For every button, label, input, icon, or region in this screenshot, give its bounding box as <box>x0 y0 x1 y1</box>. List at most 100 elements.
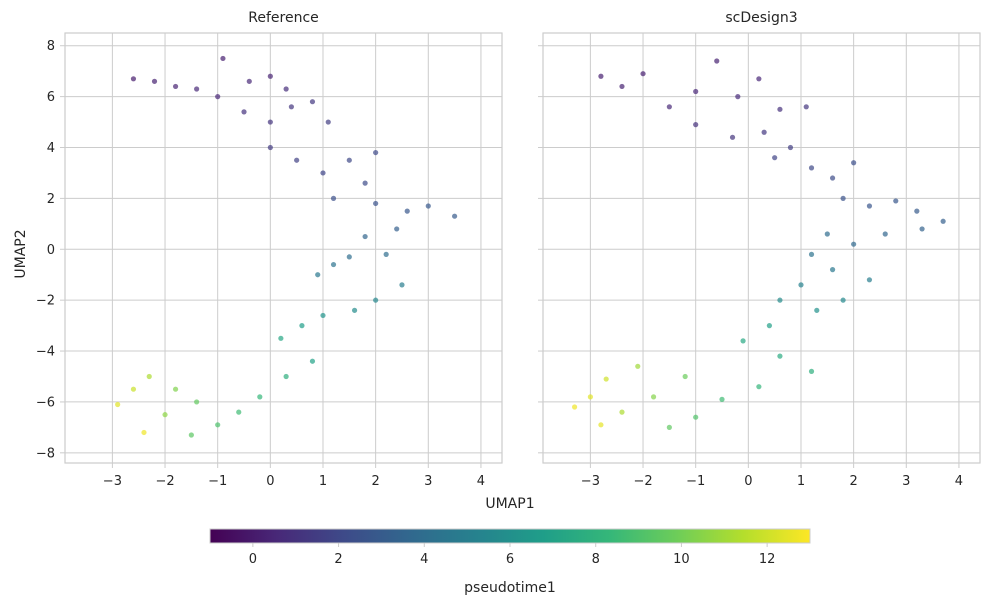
y-axis-label: UMAP2 <box>13 229 29 278</box>
data-point <box>587 394 593 400</box>
colorbar-tick-label: 10 <box>673 552 690 567</box>
data-point <box>719 396 725 402</box>
data-point <box>693 122 699 128</box>
data-point <box>146 373 152 380</box>
data-point <box>571 404 578 410</box>
data-point <box>840 195 846 201</box>
data-point <box>640 71 646 77</box>
data-point <box>735 94 741 100</box>
data-point <box>115 401 121 408</box>
x-tick-label: 1 <box>319 474 327 489</box>
data-point <box>373 149 379 156</box>
data-point <box>603 376 609 382</box>
data-point <box>729 134 736 140</box>
data-point <box>373 200 379 207</box>
x-tick-label: −1 <box>686 474 705 489</box>
data-point <box>598 73 604 79</box>
x-tick-label: 2 <box>849 474 857 489</box>
data-point <box>220 55 226 62</box>
x-tick-label: 3 <box>424 474 432 489</box>
data-point <box>666 104 672 110</box>
x-tick-label: 1 <box>797 474 805 489</box>
data-point <box>619 83 625 90</box>
x-tick-label: 0 <box>744 474 752 489</box>
data-point <box>851 241 857 247</box>
data-point <box>130 386 137 392</box>
data-point <box>840 297 846 303</box>
data-point <box>215 422 221 428</box>
data-point <box>172 386 179 392</box>
data-point <box>320 312 326 319</box>
data-point <box>399 282 405 288</box>
data-point <box>666 424 672 430</box>
colorbar-tick-label: 4 <box>420 552 428 567</box>
data-point <box>151 78 158 84</box>
data-point <box>693 88 699 95</box>
panel-reference: −3 −2 −1 0 1 2 3 4 −8 −6 −4 −2 0 2 4 6 8 Reference <box>36 10 503 489</box>
data-point <box>851 160 857 166</box>
data-point <box>320 170 326 176</box>
data-point <box>882 231 888 237</box>
data-point <box>756 76 762 82</box>
data-point <box>330 195 337 201</box>
y-tick-label: −4 <box>36 345 55 360</box>
panel-scdesign3: −3 −2 −1 0 1 2 3 4 scDesign3 <box>538 10 981 489</box>
data-point <box>294 157 300 163</box>
data-point <box>162 412 168 418</box>
data-point <box>246 78 252 84</box>
colorbar-label: pseudotime1 <box>464 580 556 596</box>
y-tick-label: 6 <box>47 90 55 105</box>
y-tick-label: 8 <box>47 39 55 54</box>
data-point <box>267 119 273 125</box>
axes-frame <box>64 32 503 464</box>
data-point <box>914 208 920 214</box>
colorbar-tick-label: 6 <box>506 552 514 567</box>
data-point <box>283 86 289 92</box>
data-point <box>383 251 389 257</box>
x-axis-label: UMAP1 <box>485 496 534 512</box>
data-point <box>325 119 331 125</box>
colorbar-gradient <box>209 528 811 544</box>
colorbar-tick-label: 0 <box>249 552 257 567</box>
data-point <box>330 261 337 268</box>
data-point <box>309 99 316 105</box>
data-point <box>241 109 247 115</box>
data-point <box>940 218 946 224</box>
data-point <box>267 144 273 151</box>
data-point <box>798 282 804 288</box>
data-point <box>787 144 794 151</box>
data-point <box>373 297 379 303</box>
data-point <box>756 384 762 390</box>
data-point <box>188 432 194 438</box>
data-point <box>309 358 316 364</box>
data-point <box>346 254 352 260</box>
data-point <box>740 338 746 344</box>
data-point <box>362 180 368 186</box>
data-point <box>650 394 657 400</box>
scatter-points <box>115 55 458 438</box>
data-point <box>829 267 836 273</box>
data-point <box>172 83 179 90</box>
y-tick-label: 4 <box>47 141 55 156</box>
data-point <box>394 226 400 232</box>
colorbar: 0 2 4 6 8 10 12 pseudotime1 <box>209 528 811 596</box>
data-point <box>766 323 773 329</box>
data-point <box>194 86 200 92</box>
data-point <box>761 129 767 135</box>
data-point <box>772 155 778 161</box>
data-point <box>362 233 368 240</box>
data-point <box>777 106 783 112</box>
colorbar-tick-label: 12 <box>759 552 776 567</box>
data-point <box>194 399 200 405</box>
y-tick-label: −2 <box>36 294 55 309</box>
y-tick-label: −8 <box>36 446 55 461</box>
data-point <box>919 226 925 232</box>
x-tick-label: 4 <box>477 474 485 489</box>
x-tick-label: 2 <box>371 474 379 489</box>
data-point <box>452 213 458 219</box>
data-point <box>803 104 809 110</box>
x-tick-label: 3 <box>902 474 910 489</box>
data-point <box>808 368 815 374</box>
data-point <box>829 175 836 181</box>
data-point <box>288 104 294 110</box>
